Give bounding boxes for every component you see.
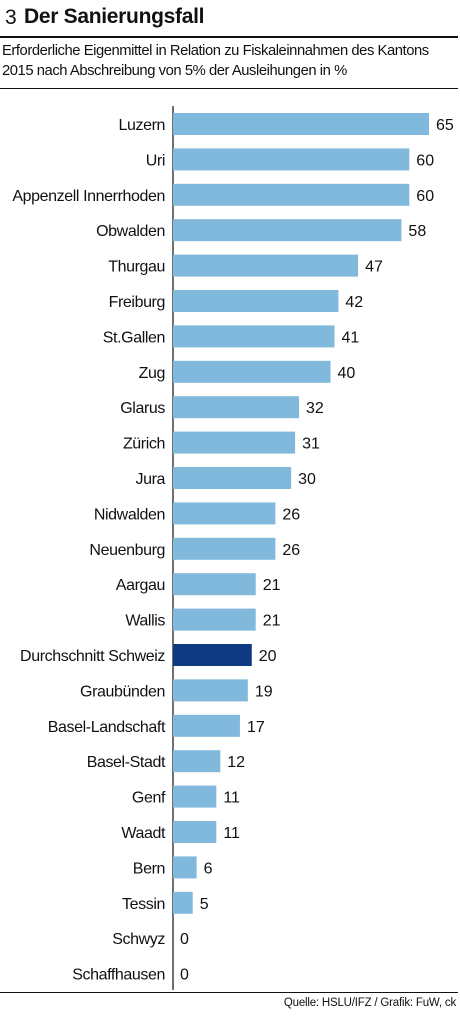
value-label: 11 xyxy=(223,790,240,807)
bar xyxy=(173,148,410,171)
category-label: Tessin xyxy=(122,896,165,913)
bar xyxy=(173,785,217,808)
category-label: Luzern xyxy=(118,117,165,134)
bar xyxy=(173,608,256,631)
footer-rule xyxy=(0,992,458,993)
bar xyxy=(173,714,240,737)
chart-header: 3 Der Sanierungsfall xyxy=(0,0,460,38)
value-label: 11 xyxy=(223,825,240,842)
category-label: Basel-Stadt xyxy=(87,754,166,771)
category-label: Genf xyxy=(132,790,166,807)
bar-highlight xyxy=(173,644,252,666)
bar xyxy=(173,290,339,312)
value-label: 58 xyxy=(408,223,426,240)
value-label: 47 xyxy=(365,259,383,276)
category-label: Thurgau xyxy=(108,259,165,276)
value-label: 0 xyxy=(180,931,189,948)
bar xyxy=(173,573,256,596)
value-label: 20 xyxy=(259,648,277,665)
category-label: Wallis xyxy=(125,613,165,630)
bar xyxy=(173,360,331,383)
category-label: Freiburg xyxy=(109,294,165,311)
value-label: 17 xyxy=(247,719,265,736)
value-label: 60 xyxy=(416,152,434,169)
value-label: 26 xyxy=(282,542,300,559)
bar xyxy=(173,219,402,242)
category-label: Graubünden xyxy=(80,683,165,700)
category-label: Waadt xyxy=(121,825,166,842)
category-label: St.Gallen xyxy=(103,329,165,346)
value-label: 19 xyxy=(255,683,273,700)
bar xyxy=(173,821,217,843)
bar xyxy=(173,396,300,419)
category-label: Appenzell Innerrhoden xyxy=(12,188,165,205)
value-label: 41 xyxy=(341,329,359,346)
value-label: 21 xyxy=(263,613,281,630)
value-label: 12 xyxy=(227,754,245,771)
value-label: 5 xyxy=(200,896,209,913)
bar xyxy=(173,467,292,489)
value-label: 21 xyxy=(263,577,281,594)
category-label: Neuenburg xyxy=(89,542,165,559)
value-label: 65 xyxy=(436,117,454,134)
source-note: Quelle: HSLU/IFZ / Grafik: FuW, ck xyxy=(283,997,456,1009)
category-label: Zug xyxy=(139,365,165,382)
category-label: Uri xyxy=(146,152,165,169)
bar xyxy=(173,750,221,773)
value-label: 0 xyxy=(180,967,189,984)
chart-subtitle: Erforderliche Eigenmittel in Relation zu… xyxy=(2,43,429,79)
subtitle-rule xyxy=(0,88,458,89)
category-label: Schwyz xyxy=(112,931,165,948)
bar xyxy=(173,113,429,135)
category-label: Durchschnitt Schweiz xyxy=(20,648,165,665)
bar xyxy=(173,183,410,206)
value-label: 40 xyxy=(338,365,356,382)
category-label: Aargau xyxy=(116,577,165,594)
bar xyxy=(173,856,197,879)
bar xyxy=(173,254,359,277)
chart-title: Der Sanierungsfall xyxy=(24,5,205,28)
value-label: 6 xyxy=(204,860,213,877)
bar xyxy=(173,325,335,348)
category-label: Glarus xyxy=(120,400,165,417)
bar xyxy=(173,537,276,560)
bar xyxy=(173,891,193,914)
value-label: 31 xyxy=(302,436,320,453)
category-label: Basel-Landschaft xyxy=(48,719,166,736)
category-label: Jura xyxy=(135,471,165,488)
category-label: Schaffhausen xyxy=(72,967,165,984)
value-label: 42 xyxy=(345,294,363,311)
title-rule xyxy=(0,36,458,38)
category-label: Bern xyxy=(133,860,165,877)
value-label: 60 xyxy=(416,188,434,205)
value-label: 30 xyxy=(298,471,316,488)
bar xyxy=(173,431,296,454)
category-label: Obwalden xyxy=(96,223,165,240)
value-label: 32 xyxy=(306,400,324,417)
category-label: Zürich xyxy=(123,436,165,453)
figure-number: 3 xyxy=(5,6,17,29)
bar xyxy=(173,679,248,702)
bar xyxy=(173,502,276,525)
category-label: Nidwalden xyxy=(94,506,165,523)
value-label: 26 xyxy=(282,506,300,523)
